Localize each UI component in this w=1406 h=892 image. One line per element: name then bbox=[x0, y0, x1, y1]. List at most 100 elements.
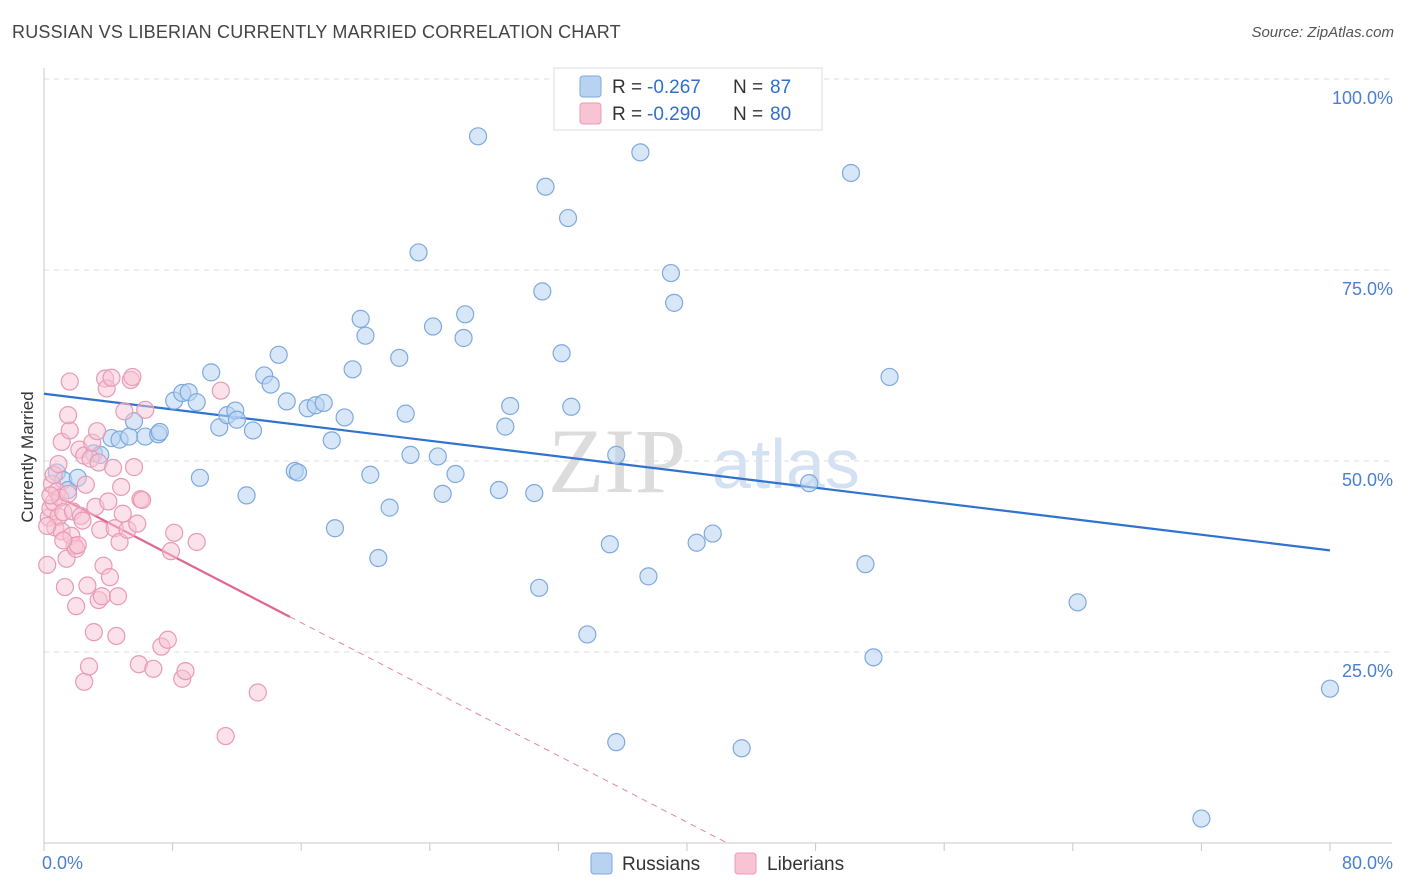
liberians-point-60 bbox=[132, 490, 152, 510]
russians-point-37 bbox=[343, 360, 362, 379]
legend-swatch-russians bbox=[579, 75, 602, 98]
russians-point-52 bbox=[456, 305, 475, 324]
liberians-point-57 bbox=[128, 514, 147, 533]
chart-source: Source: ZipAtlas.com bbox=[1251, 24, 1394, 41]
russians-point-24 bbox=[243, 421, 263, 440]
russians-point-34 bbox=[322, 431, 341, 450]
russians-point-45 bbox=[401, 445, 420, 464]
grid-lines bbox=[44, 78, 1392, 653]
legend-r-value-2: -0.290 bbox=[647, 104, 701, 125]
russians-point-43 bbox=[390, 348, 409, 367]
russians-point-46 bbox=[409, 243, 428, 262]
bottom-legend-swatch-liberians bbox=[734, 852, 757, 875]
russians-point-71 bbox=[665, 293, 684, 312]
liberians-point-68 bbox=[176, 661, 195, 681]
liberians-point-55 bbox=[123, 367, 142, 387]
russians-point-61 bbox=[552, 344, 571, 363]
axes bbox=[43, 68, 1392, 851]
russians-point-41 bbox=[369, 548, 388, 568]
liberians-point-71 bbox=[216, 726, 235, 746]
legend-n-label-2: N = bbox=[733, 104, 763, 125]
russians-point-66 bbox=[607, 445, 626, 464]
liberians-point-15 bbox=[60, 372, 79, 391]
liberians-point-79 bbox=[38, 516, 57, 536]
liberians-point-51 bbox=[113, 504, 132, 523]
russians-point-8 bbox=[120, 427, 139, 446]
y-tick-label-0: 100.0% bbox=[1332, 88, 1393, 108]
russians-point-73 bbox=[703, 524, 722, 543]
russians-point-39 bbox=[356, 326, 375, 345]
liberians-point-76 bbox=[54, 531, 73, 550]
y-axis-label: Currently Married bbox=[18, 391, 37, 522]
liberians-point-48 bbox=[108, 587, 128, 606]
liberians-point-24 bbox=[73, 511, 92, 530]
bottom-legend-label-russians: Russians bbox=[622, 854, 700, 875]
russians-point-57 bbox=[525, 483, 544, 503]
liberians-point-29 bbox=[79, 657, 99, 676]
russians-point-17 bbox=[190, 468, 210, 487]
legend-n-value-2: 80 bbox=[770, 104, 791, 125]
legend-n-value-1: 87 bbox=[770, 77, 791, 98]
russians-point-55 bbox=[496, 417, 515, 436]
liberians-point-16 bbox=[60, 421, 79, 440]
russians-point-49 bbox=[433, 484, 452, 503]
liberians-point-56 bbox=[124, 458, 144, 477]
russians-trend-line bbox=[43, 392, 1331, 552]
russians-point-54 bbox=[489, 480, 509, 500]
russians-point-33 bbox=[314, 393, 333, 413]
russians-point-56 bbox=[501, 396, 520, 416]
liberians-point-64 bbox=[158, 630, 177, 649]
liberians-point-14 bbox=[59, 484, 78, 503]
russians-point-48 bbox=[428, 447, 447, 466]
russians-point-68 bbox=[631, 143, 650, 162]
y-tick-label-2: 50.0% bbox=[1342, 470, 1393, 490]
liberians-point-78 bbox=[67, 597, 86, 616]
liberians-point-61 bbox=[136, 400, 155, 419]
liberians-point-66 bbox=[165, 523, 184, 542]
series-russians-points bbox=[47, 127, 1340, 828]
legend-swatch-liberians bbox=[579, 102, 602, 125]
legend-n-label-1: N = bbox=[733, 77, 763, 98]
liberians-point-27 bbox=[76, 475, 95, 494]
russians-point-16 bbox=[187, 393, 206, 412]
liberians-point-47 bbox=[107, 626, 126, 646]
liberians-point-44 bbox=[102, 368, 121, 387]
liberians-point-43 bbox=[100, 568, 120, 587]
russians-point-38 bbox=[351, 309, 370, 328]
russians-point-60 bbox=[536, 177, 555, 196]
liberians-point-52 bbox=[115, 402, 134, 421]
liberians-point-73 bbox=[41, 486, 60, 505]
liberians-point-26 bbox=[75, 672, 94, 691]
russians-point-77 bbox=[856, 555, 875, 574]
bottom-legend-swatch-russians bbox=[590, 852, 613, 875]
tick-labels: 100.0% 75.0% 50.0% 25.0% 0.0% 80.0% bbox=[42, 88, 1393, 873]
russians-point-12 bbox=[150, 422, 169, 442]
russians-point-23 bbox=[237, 486, 256, 505]
russians-point-74 bbox=[732, 739, 751, 758]
liberians-point-65 bbox=[161, 542, 181, 561]
russians-point-63 bbox=[562, 397, 581, 416]
russians-point-26 bbox=[261, 375, 280, 394]
russians-point-76 bbox=[841, 163, 861, 183]
liberians-point-62 bbox=[144, 659, 163, 678]
chart-title: RUSSIAN VS LIBERIAN CURRENTLY MARRIED CO… bbox=[12, 22, 621, 42]
liberians-point-50 bbox=[112, 477, 131, 497]
russians-point-70 bbox=[661, 263, 681, 283]
liberians-point-77 bbox=[59, 406, 78, 425]
liberians-point-12 bbox=[55, 577, 74, 597]
russians-point-22 bbox=[227, 410, 246, 429]
liberians-point-28 bbox=[78, 576, 97, 595]
bottom-legend-label-liberians: Liberians bbox=[767, 854, 844, 875]
legend-r-value-1: -0.267 bbox=[647, 77, 701, 98]
russians-point-72 bbox=[687, 533, 706, 552]
russians-point-62 bbox=[558, 208, 578, 228]
russians-point-80 bbox=[1068, 593, 1087, 612]
series-liberians-points bbox=[38, 367, 267, 746]
liberians-point-72 bbox=[248, 683, 267, 702]
russians-point-50 bbox=[446, 464, 465, 484]
russians-point-69 bbox=[639, 567, 658, 586]
russians-point-82 bbox=[1320, 679, 1340, 698]
liberians-point-0 bbox=[38, 555, 57, 575]
series-legend: Russians Liberians bbox=[590, 852, 844, 875]
